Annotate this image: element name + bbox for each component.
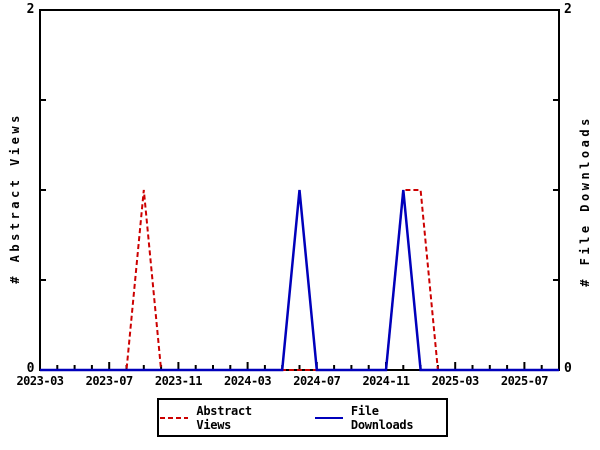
legend-item-abstract-views: Abstract Views <box>159 404 292 432</box>
legend-sample-abstract-views <box>160 416 188 419</box>
y-axis-left-top-tick-label: 2 <box>26 2 35 17</box>
legend: Abstract Views File Downloads <box>157 398 448 437</box>
y-axis-right-top-tick-label: 2 <box>564 2 572 17</box>
legend-sample-file-downloads <box>314 416 343 419</box>
legend-label-abstract-views: Abstract Views <box>196 403 252 432</box>
x-tick-label: 2025-03 <box>431 374 480 388</box>
y-axis-right-title: # File Downloads <box>578 115 592 287</box>
legend-item-file-downloads: File Downloads <box>314 404 447 432</box>
x-tick-label: 2025-07 <box>500 374 549 388</box>
y-axis-right-bottom-tick-label: 0 <box>564 361 572 376</box>
x-tick-label: 2023-03 <box>16 374 64 388</box>
x-tick-label: 2024-11 <box>362 374 410 388</box>
y-axis-left-bottom-tick-label: 0 <box>26 361 35 376</box>
x-tick-label: 2024-07 <box>293 374 341 388</box>
y-axis-left-title: # Abstract Views <box>8 112 22 284</box>
x-tick-label: 2024-03 <box>224 374 272 388</box>
x-tick-label: 2023-11 <box>154 374 203 388</box>
file-downloads-line <box>40 189 559 372</box>
abstract-views-line <box>40 189 559 371</box>
legend-label-file-downloads: File Downloads <box>350 403 414 432</box>
x-tick-label: 2023-07 <box>85 374 134 388</box>
